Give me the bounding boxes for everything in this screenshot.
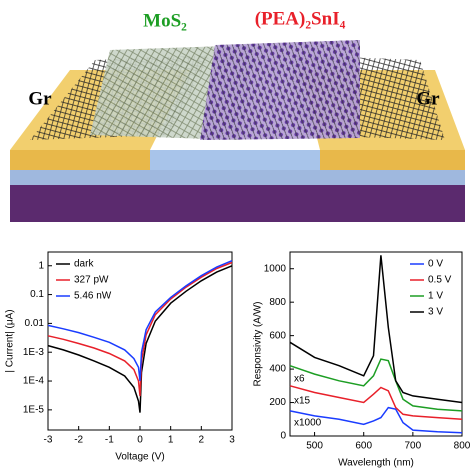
y-axis-label: Responsivity (A/W) (253, 301, 264, 386)
x-tick-label: -2 (74, 435, 83, 446)
legend-label: 0.5 V (428, 275, 452, 286)
y-tick-label: 1000 (264, 263, 287, 274)
data-line (47, 261, 233, 397)
annotation: x6 (294, 374, 305, 385)
substrate (10, 185, 465, 222)
x-tick-label: 700 (405, 441, 422, 452)
graphene-label: Gr (28, 88, 52, 109)
y-tick-label: 400 (269, 364, 286, 375)
y-tick-label: 0.1 (30, 289, 44, 300)
data-line (289, 406, 463, 434)
data-line (47, 265, 233, 413)
gold-pad-right (320, 150, 465, 170)
x-axis-label: Wavelength (nm) (338, 458, 414, 469)
annotation: x1000 (294, 418, 322, 429)
annotation: x15 (294, 396, 311, 407)
device-schematic: MoS₂ (PEA)₂SnI₄ Gr Gr (10, 8, 465, 222)
x-tick-label: 600 (355, 441, 372, 452)
x-tick-label: 800 (454, 441, 471, 452)
legend-label: 3 V (428, 307, 443, 318)
graphene-label: Gr (416, 88, 440, 109)
legend-label: 1 V (428, 291, 443, 302)
mos2-label: MoS₂ (143, 10, 187, 31)
gold-pad-left (10, 150, 150, 170)
legend-label: 0 V (428, 259, 443, 270)
legend-label: dark (74, 259, 94, 270)
y-axis-label: | Current| (μA) (5, 309, 16, 372)
y-tick-label: 1E-4 (23, 376, 45, 387)
x-axis-label: Voltage (V) (115, 452, 164, 463)
y-tick-label: 800 (269, 297, 286, 308)
y-tick-label: 0 (280, 431, 286, 442)
y-tick-label: 1E-3 (23, 347, 45, 358)
x-tick-label: 500 (306, 441, 323, 452)
x-tick-label: 3 (229, 435, 235, 446)
x-tick-label: 0 (137, 435, 143, 446)
y-tick-label: 0.01 (25, 318, 45, 329)
channel (150, 150, 320, 170)
perovskite-flake (200, 40, 360, 140)
data-line (289, 255, 463, 404)
legend-label: 5.46 nW (74, 291, 112, 302)
legend-label: 327 pW (74, 275, 109, 286)
data-line (47, 260, 233, 382)
plot-frame (289, 251, 463, 437)
oxide-layer (10, 170, 465, 185)
x-tick-label: -3 (44, 435, 53, 446)
data-line (289, 358, 463, 412)
data-line (289, 385, 463, 421)
x-tick-label: 2 (199, 435, 205, 446)
y-tick-label: 1 (38, 260, 44, 271)
perovskite-label: (PEA)₂SnI₄ (255, 8, 346, 29)
y-tick-label: 1E-5 (23, 404, 45, 415)
x-tick-label: -1 (105, 435, 114, 446)
x-tick-label: 1 (168, 435, 174, 446)
y-tick-label: 600 (269, 330, 286, 341)
y-tick-label: 200 (269, 397, 286, 408)
